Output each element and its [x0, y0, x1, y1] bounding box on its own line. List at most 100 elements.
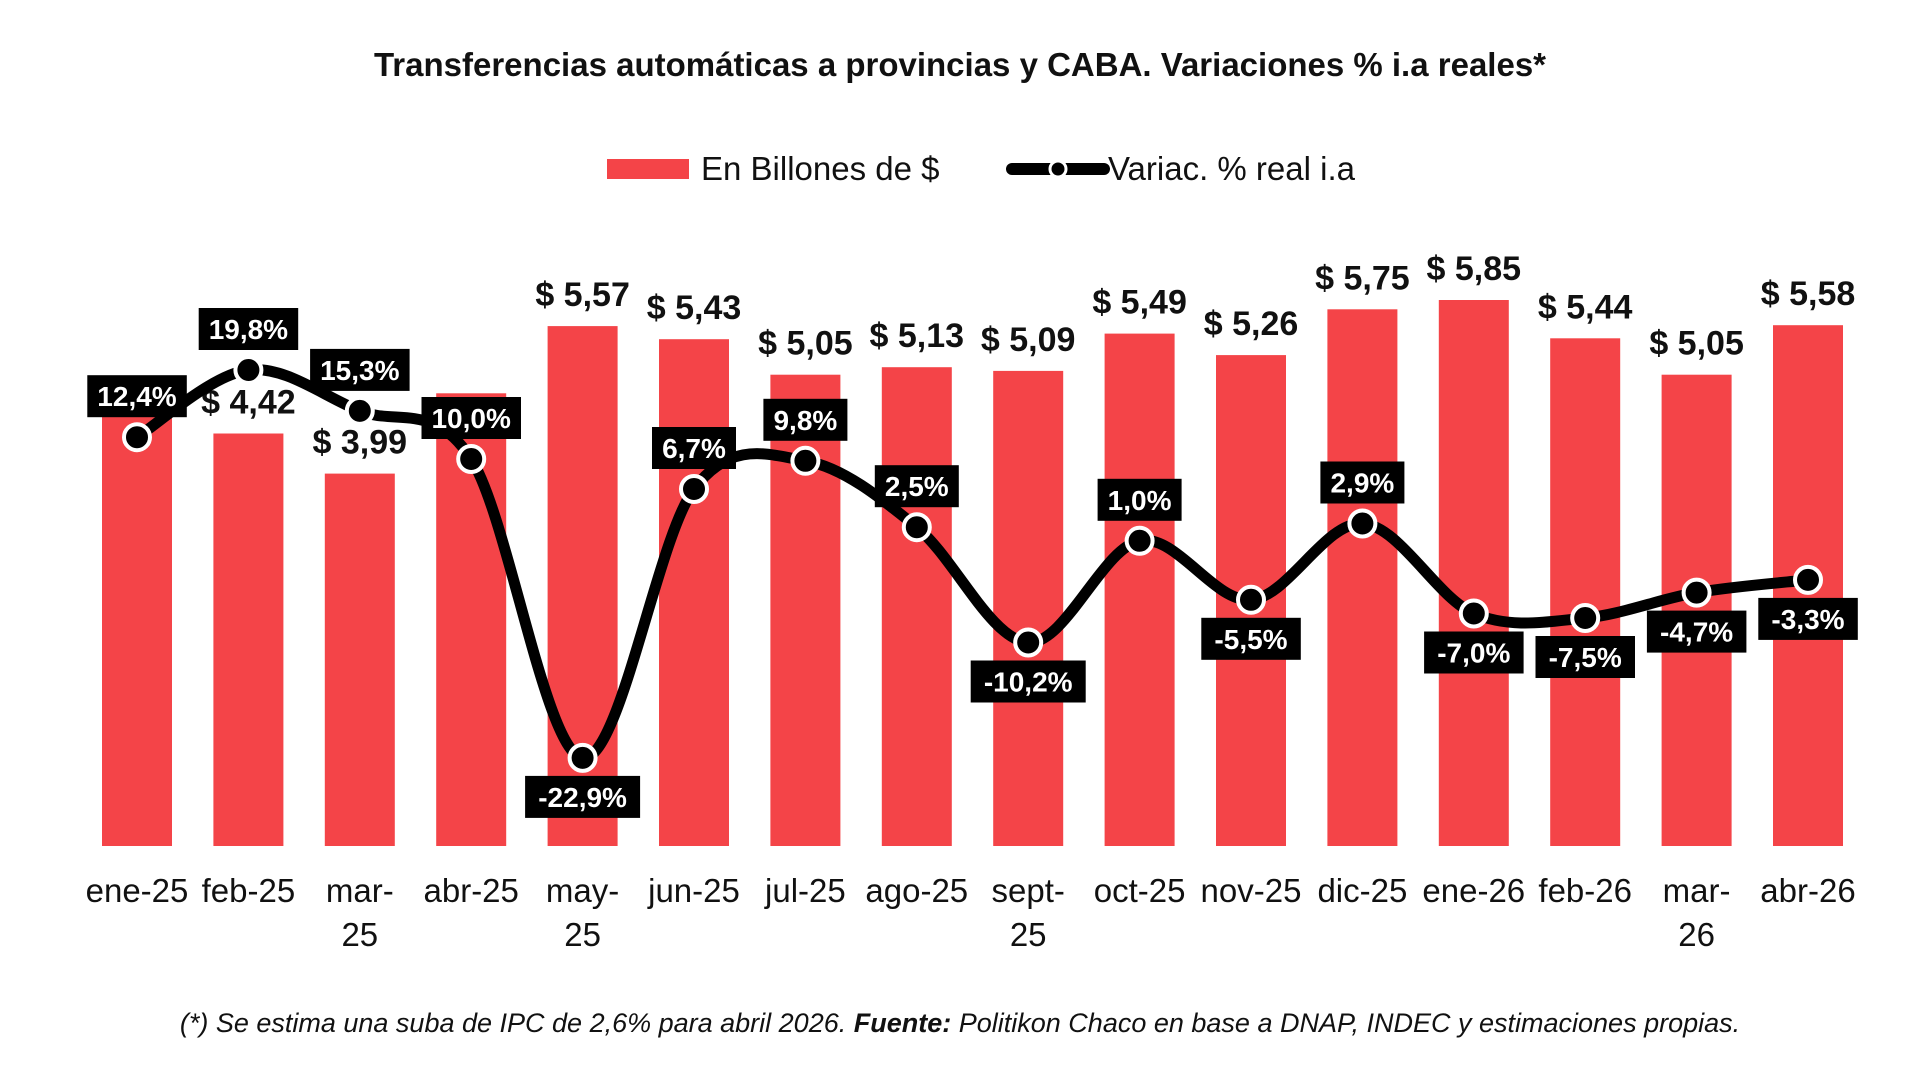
pct-label-text: 12,4% [97, 381, 176, 412]
pct-label-text: 10,0% [431, 403, 510, 434]
bar [881, 367, 952, 846]
footnote-source-text: Politikon Chaco en base a DNAP, INDEC y … [951, 1008, 1740, 1038]
pct-label-box [87, 375, 187, 418]
line-marker [567, 742, 598, 773]
pct-label: -5,5% [1201, 617, 1301, 660]
pct-label-box [310, 348, 410, 391]
bar-value-label: $ 5,49 [1092, 284, 1187, 322]
line-marker [1458, 598, 1489, 629]
bar [1327, 309, 1398, 846]
line-marker [679, 474, 709, 504]
x-tick-label: mar-26 [1663, 872, 1731, 953]
line-marker [1013, 627, 1044, 658]
line-marker [1570, 603, 1601, 633]
pct-label-text: -22,9% [538, 782, 627, 813]
line-marker [122, 422, 152, 453]
bar [102, 388, 172, 846]
pct-label: -7,0% [1424, 631, 1524, 674]
pct-label: 9,8% [763, 398, 848, 441]
line-marker [1236, 584, 1266, 615]
pct-label-box [652, 427, 736, 469]
pct-label-box [1758, 597, 1858, 640]
bar-value-label: $ 5,09 [981, 321, 1076, 359]
bar [1661, 374, 1732, 846]
pct-label: 6,7% [652, 427, 736, 469]
x-tick-label: may-25 [546, 872, 619, 953]
bar-value-label: $ 5,13 [870, 317, 965, 355]
bar-value-label: $ 5,44 [1538, 288, 1633, 326]
x-tick-label: ene-25 [86, 872, 189, 909]
pct-label: 12,4% [87, 375, 187, 418]
line-marker [344, 395, 375, 426]
pct-label-text: 2,9% [1330, 468, 1394, 499]
pct-label-box [1097, 478, 1182, 521]
pct-label: -7,5% [1535, 636, 1635, 678]
line-marker [901, 512, 932, 543]
pct-label-text: -10,2% [984, 667, 1073, 698]
pct-label: -4,7% [1646, 610, 1747, 653]
pct-label-box [525, 775, 641, 818]
pct-label-text: 15,3% [320, 355, 399, 386]
line-marker [456, 444, 487, 474]
pct-label: 10,0% [421, 397, 521, 439]
pct-label-box [970, 660, 1086, 703]
pct-label-text: -3,3% [1771, 604, 1844, 635]
bar-value-label: $ 5,85 [1427, 250, 1522, 288]
bar-value-labels: $ 4,42 $ 3,99 $ 5,57 $ 5,43 $ 5,05 $ 5,13 $ 5,… [201, 250, 1855, 462]
pct-label: -10,2% [970, 660, 1086, 703]
bar-value-label: $ 5,43 [647, 289, 742, 327]
pct-label-text: -4,7% [1660, 617, 1733, 648]
line-marker [790, 445, 821, 476]
legend-bar-label: En Billones de $ [701, 150, 940, 187]
chart-title: Transferencias automáticas a provincias … [374, 46, 1546, 83]
pct-label-box [1320, 461, 1405, 504]
pct-label-box [1535, 636, 1635, 678]
x-tick-label: oct-25 [1094, 872, 1186, 909]
pct-label-box [1201, 617, 1301, 660]
legend-line-marker [1048, 159, 1068, 179]
bar [1438, 300, 1509, 846]
bar [213, 433, 284, 846]
x-tick-label: feb-25 [202, 872, 296, 909]
x-tick-label: ago-25 [865, 872, 968, 909]
bar [993, 370, 1064, 846]
bar-value-label: $ 5,75 [1315, 259, 1410, 297]
pct-label-text: -5,5% [1214, 624, 1287, 655]
pct-label-box [421, 397, 521, 439]
x-tick-label: abr-26 [1760, 872, 1855, 909]
pct-label-text: 19,8% [209, 314, 288, 345]
pct-label-text: 9,8% [773, 405, 837, 436]
percentage-labels: 12,4% 19,8% 15,3% 10,0% -22,9% 6,7% 9,8% 2,5% -1… [87, 308, 1858, 818]
footnote-source-label: Fuente: [854, 1008, 952, 1038]
legend: En Billones de $ Variac. % real i.a [607, 150, 1356, 187]
pct-label: 1,0% [1097, 478, 1182, 521]
bar [659, 339, 729, 846]
line-marker [1347, 508, 1378, 539]
pct-label-box [198, 308, 299, 350]
pct-label: -3,3% [1758, 597, 1858, 640]
x-tick-label: ene-26 [1422, 872, 1525, 909]
bar-value-label: $ 3,99 [313, 424, 408, 462]
x-tick-label: jun-25 [647, 872, 740, 909]
pct-label: 2,9% [1320, 461, 1405, 504]
line-marker [1681, 577, 1712, 608]
bar [770, 374, 841, 846]
bar-value-label: $ 5,57 [535, 276, 630, 314]
pct-label: 2,5% [874, 465, 959, 508]
pct-label: -22,9% [525, 775, 641, 818]
bar-value-label: $ 4,42 [201, 384, 296, 422]
pct-label-text: 2,5% [885, 471, 949, 502]
bar [1550, 338, 1621, 846]
footnote-text: (*) Se estima una suba de IPC de 2,6% pa… [180, 1008, 854, 1038]
line-marker [1124, 525, 1155, 556]
x-tick-label: dic-25 [1317, 872, 1407, 909]
legend-bar-swatch [607, 159, 689, 179]
legend-line-label: Variac. % real i.a [1108, 150, 1356, 187]
x-tick-label: mar-25 [326, 872, 394, 953]
x-tick-label: sept-25 [992, 872, 1065, 953]
line-markers [122, 355, 1823, 773]
bar-value-label: $ 5,26 [1204, 305, 1299, 343]
bar-value-label: $ 5,58 [1761, 275, 1856, 313]
pct-label: 19,8% [198, 308, 299, 350]
